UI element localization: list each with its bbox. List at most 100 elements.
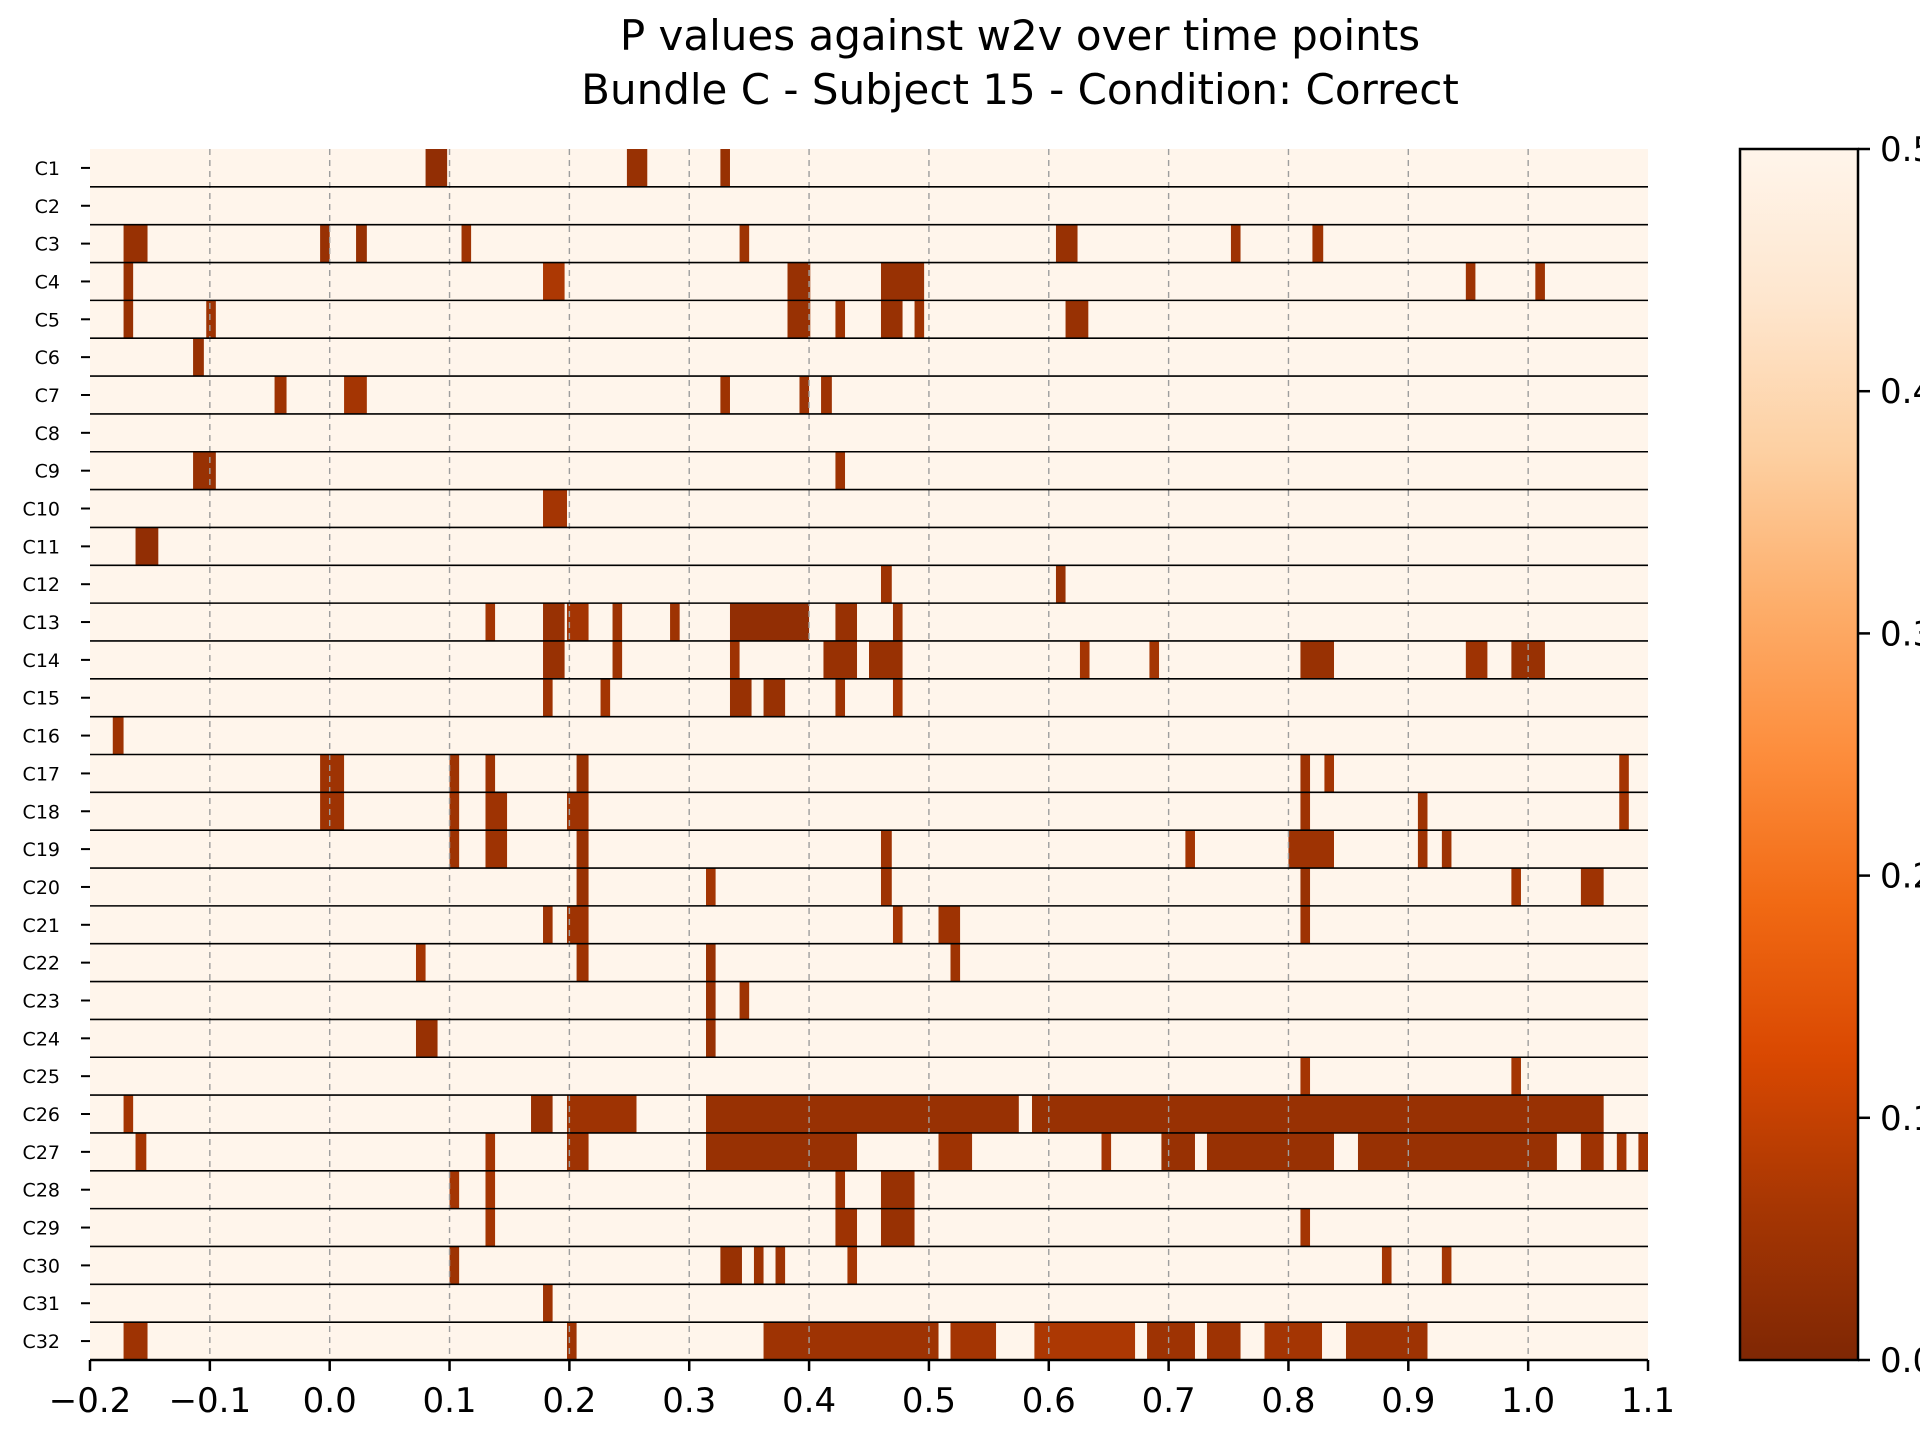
heatmap-row-c24 [415,1019,716,1058]
heatmap-cell [123,262,134,301]
y-tick-label: C17 [23,763,60,785]
heatmap-cell [835,451,846,490]
x-axis: −0.2 −0.1 0.0 0.1 0.2 0.3 0.4 0.5 0.6 0.7 0.8 0.9 1.… [49,1358,1675,1421]
heatmap-cell [938,1132,973,1171]
heatmap-row-c13 [485,603,903,641]
x-tick-label: 0.9 [1381,1381,1435,1421]
heatmap-row-c12 [880,565,1066,604]
heatmap-row-c26 [123,1095,1604,1133]
heatmap-cell [1055,565,1066,604]
heatmap-cell [543,489,567,528]
heatmap-cell [461,224,472,263]
heatmap-cell [485,1170,496,1209]
heatmap-cell [706,868,716,906]
heatmap-cell [787,262,811,301]
y-tick-label: C31 [23,1293,60,1315]
y-tick-label: C9 [35,461,60,483]
heatmap-cell [835,1170,846,1209]
heatmap-row-c1 [425,149,730,187]
heatmap-cell [835,603,858,641]
heatmap-cell [320,792,345,831]
y-tick-label: C21 [23,915,60,937]
heatmap-cell [763,1322,939,1360]
heatmap-cell [1185,830,1195,869]
y-axis: C1 C2 C3 C4 C5 C6 C7 C8 C9 C10 C11 C12 C13 C14 C15 C16 C… [23,158,90,1353]
heatmap-row-c7 [274,376,832,414]
heatmap-cell [706,1132,858,1171]
y-tick-label: C25 [23,1066,60,1088]
x-tick-label: 1.0 [1501,1381,1555,1421]
heatmap-row-c6 [193,338,204,377]
heatmap-cell [612,603,623,641]
heatmap-cell [485,1132,496,1171]
y-tick-label: C15 [23,688,60,710]
heatmap-cell [612,640,623,679]
heatmap-cell [576,830,589,869]
heatmap-row-c23 [706,981,750,1020]
heatmap-row-c10 [543,489,567,528]
heatmap-cell [1034,1322,1136,1360]
heatmap-row-c4 [123,262,1545,301]
x-tick-label: 0.4 [782,1381,836,1421]
heatmap-cell [729,603,810,641]
heatmap-cell [729,678,752,717]
heatmap-cell [892,678,903,717]
heatmap-cell [449,830,460,869]
chart-title-line2: Bundle C - Subject 15 - Condition: Corre… [581,65,1459,114]
y-tick-label: C23 [23,990,60,1012]
colorbar: 0.0 0.1 0.2 0.3 0.4 0.5 [1738,130,1920,1381]
y-tick-label: C3 [35,234,60,256]
heatmap-cell [1417,830,1428,869]
heatmap-cell [1441,1246,1452,1285]
heatmap-cell [1465,640,1488,679]
heatmap-cell [485,830,508,869]
heatmap-cell [1535,262,1545,301]
heatmap-cell [449,1170,460,1209]
heatmap-cell [576,754,589,793]
heatmap-cell [880,565,892,604]
heatmap-row-c14 [543,640,1545,679]
x-tick-label: 0.8 [1261,1381,1315,1421]
heatmap-row-c27 [135,1132,1648,1171]
heatmap-cell [1264,1322,1323,1360]
heatmap-cell [775,1246,786,1285]
heatmap-row-c25 [1300,1057,1521,1096]
heatmap-cell [274,376,287,414]
colorbar-tick-label: 0.1 [1880,1099,1920,1139]
heatmap-cell [670,603,680,641]
heatmap-cell [880,300,903,339]
row-separators [90,186,1648,1323]
y-tick-label: C26 [23,1104,60,1126]
x-tick-label: 0.2 [542,1381,596,1421]
heatmap-cell [1101,1132,1112,1171]
heatmap-cell [739,981,750,1020]
y-tick-label: C30 [23,1255,60,1277]
y-tick-label: C18 [23,801,60,823]
heatmap-cell [576,868,589,906]
heatmap-cell [914,300,925,339]
x-tick-label: 0.3 [662,1381,716,1421]
heatmap-cell [835,1208,858,1247]
heatmap-cell [1511,1057,1521,1096]
heatmap-cell [206,300,216,339]
heatmap-cell [566,792,589,831]
y-tick-label: C7 [35,385,60,407]
heatmap-cell [449,754,460,793]
x-tick-label: −0.1 [169,1381,252,1421]
heatmap-cell [566,603,589,641]
heatmap-cell [1638,1132,1648,1171]
heatmap-cell [835,300,846,339]
heatmap-cell [720,1246,742,1285]
heatmap-cell [1206,1132,1335,1171]
heatmap-row-c30 [449,1246,1452,1285]
heatmap-row-c11 [135,527,159,566]
heatmap-cell [835,678,846,717]
heatmap-cell [706,1095,1019,1133]
heatmap-cell [344,376,367,414]
heatmap-cell [1288,830,1334,869]
heatmap-cell [1230,224,1241,263]
x-tick-label: 1.1 [1621,1381,1675,1421]
heatmap-cell [135,527,159,566]
heatmap-cell [892,603,903,641]
y-tick-label: C12 [23,574,60,596]
